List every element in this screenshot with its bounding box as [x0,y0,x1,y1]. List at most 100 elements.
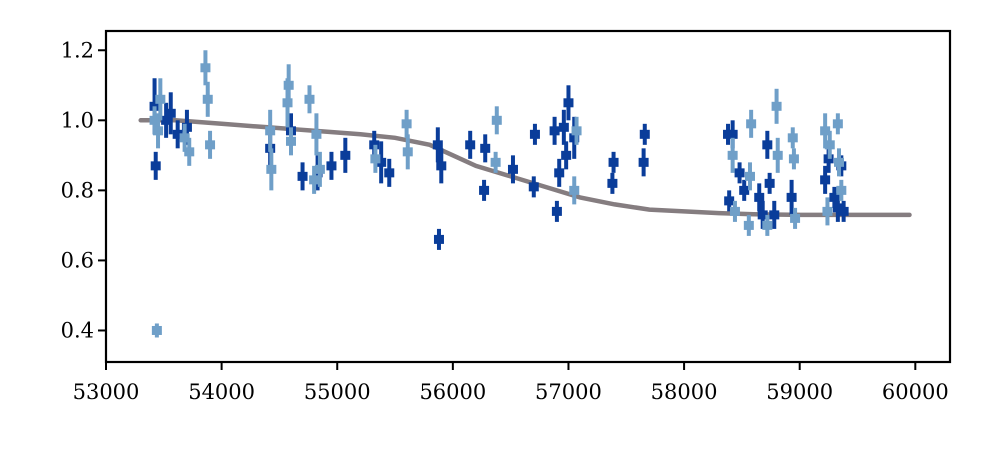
point-marker [824,140,835,150]
data-point [384,158,395,187]
point-marker [549,126,560,136]
x-tick-label: 53000 [73,380,140,404]
point-marker [771,101,782,111]
data-point [205,130,216,159]
data-point [569,116,580,159]
data-point [309,165,320,194]
data-point [479,179,490,201]
point-marker [729,206,740,216]
data-point [311,113,322,156]
data-point [297,162,308,191]
y-tick-label: 0.8 [61,178,94,202]
data-point [832,113,843,135]
data-point [184,137,195,166]
point-marker [297,171,308,181]
data-point [554,158,565,187]
data-point [739,179,750,201]
point-marker [788,154,799,164]
data-point [571,116,582,145]
point-marker [491,115,502,125]
data-point [528,176,539,198]
point-marker [832,119,843,129]
x-tick-label: 54000 [188,380,255,404]
data-point [491,106,502,135]
data-point [314,151,325,187]
data-point [150,151,161,180]
y-axis: 0.4 0.6 0.8 1.0 1.2 [61,38,106,342]
point-marker [311,129,322,139]
data-point [285,127,296,156]
point-marker [432,140,443,150]
data-point [764,172,775,194]
point-marker [465,140,476,150]
data-point [172,120,183,149]
data-point [265,109,276,152]
point-marker [202,94,213,104]
data-point [266,148,277,191]
point-marker [161,115,172,125]
point-marker [401,119,412,129]
point-marker [184,147,195,157]
point-marker [507,164,518,174]
point-marker [836,185,847,195]
data-point [822,197,833,226]
data-point [340,137,351,173]
point-marker [285,136,296,146]
point-marker [786,192,797,202]
data-point [820,165,831,194]
data-point [304,85,315,114]
point-marker [769,210,780,220]
point-marker [340,150,351,160]
data-point [639,123,650,145]
data-point [432,127,443,163]
point-marker [326,161,337,171]
data-point [200,50,211,86]
data-point [490,151,501,173]
data-point [744,162,755,191]
point-marker [638,157,649,167]
point-marker [554,168,565,178]
point-marker [754,192,765,202]
data-point [153,113,164,149]
point-marker [820,126,831,136]
point-marker [528,182,539,192]
data-point [608,151,619,173]
point-marker [608,157,619,167]
point-marker [834,157,845,167]
point-marker [787,133,798,143]
x-tick-label: 57000 [535,380,602,404]
data-point [729,200,740,222]
point-marker [790,213,801,223]
point-marker [727,129,738,139]
data-point [549,116,560,145]
point-marker [181,122,192,132]
data-point [326,151,337,180]
point-marker [607,178,618,188]
data-point [786,179,797,215]
axes-frame [104,29,952,364]
point-marker [150,161,161,171]
data-point [727,137,738,173]
point-marker [569,133,580,143]
point-marker [529,129,540,139]
data-point [724,190,735,212]
point-marker [569,185,580,195]
data-point [283,64,294,107]
point-marker [480,143,491,153]
data-point [790,207,801,229]
point-marker [757,210,768,220]
plot-area [138,50,912,338]
point-marker [179,133,190,143]
data-point [569,176,580,205]
data-point [465,130,476,159]
data-point [772,137,783,173]
point-marker [369,140,380,150]
point-marker [820,175,831,185]
data-point [834,148,845,177]
data-point [179,123,190,152]
data-point [480,134,491,163]
point-marker [762,220,773,230]
data-point [529,123,540,145]
point-marker [153,126,164,136]
point-marker [639,129,650,139]
